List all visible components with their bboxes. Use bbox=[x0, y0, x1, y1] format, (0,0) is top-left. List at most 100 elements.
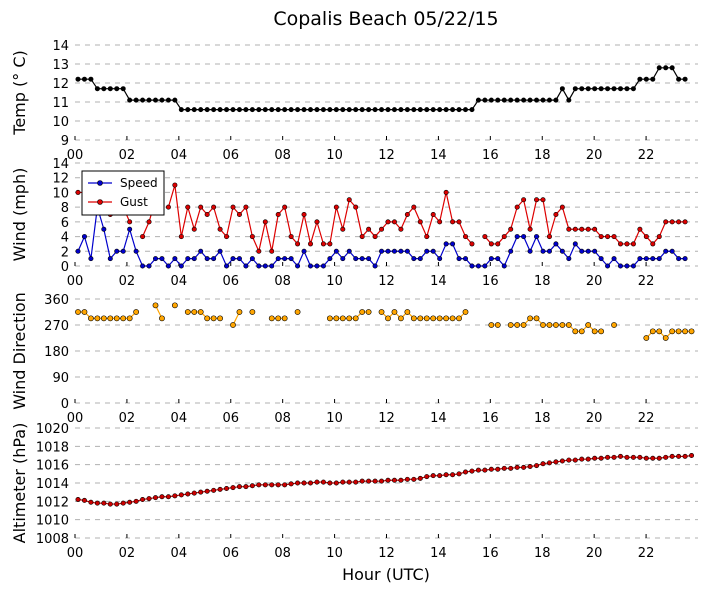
alt-point bbox=[572, 457, 578, 463]
x-tick-label: 22 bbox=[638, 148, 655, 163]
temp-point bbox=[127, 97, 133, 103]
gust-point bbox=[443, 189, 449, 195]
temp-point bbox=[462, 107, 468, 113]
gust-point bbox=[275, 212, 281, 218]
speed-point bbox=[107, 256, 113, 262]
alt-point bbox=[307, 480, 313, 486]
alt-point bbox=[340, 479, 346, 485]
alt-point bbox=[508, 465, 514, 471]
x-tick-label: 10 bbox=[326, 148, 343, 163]
dir-point bbox=[326, 315, 333, 322]
y-tick-label: 360 bbox=[44, 293, 69, 308]
alt-point bbox=[204, 488, 210, 494]
y-tick-label: 0 bbox=[61, 260, 69, 275]
gust-point bbox=[424, 234, 430, 240]
alt-point bbox=[404, 476, 410, 482]
y-axis-label: Wind Direction bbox=[10, 292, 29, 410]
temp-point bbox=[495, 97, 501, 103]
dir-point bbox=[230, 322, 236, 328]
speed-point bbox=[534, 234, 540, 240]
temp-point bbox=[185, 107, 191, 113]
temp-point bbox=[198, 107, 204, 113]
dir-point bbox=[249, 309, 256, 315]
dir-point bbox=[417, 315, 424, 322]
dir-point bbox=[120, 315, 127, 322]
speed-point bbox=[320, 263, 326, 269]
temp-point bbox=[424, 107, 430, 113]
speed-point bbox=[217, 248, 223, 254]
speed-point bbox=[224, 263, 230, 269]
speed-point bbox=[327, 256, 333, 262]
gust-point bbox=[572, 226, 578, 232]
dir-point bbox=[159, 315, 165, 322]
speed-point bbox=[527, 248, 533, 254]
temp-point bbox=[656, 65, 662, 71]
alt-point bbox=[372, 478, 378, 484]
alt-point bbox=[295, 480, 301, 486]
temp-point bbox=[366, 107, 372, 113]
speed-point bbox=[101, 226, 107, 232]
alt-point bbox=[437, 473, 443, 479]
speed-point bbox=[346, 248, 352, 254]
dir-point bbox=[171, 302, 178, 309]
x-tick-label: 12 bbox=[378, 148, 395, 163]
temp-point bbox=[159, 97, 165, 103]
speed-point bbox=[295, 263, 301, 269]
gust-point bbox=[656, 234, 662, 240]
speed-point bbox=[133, 248, 139, 254]
alt-point bbox=[650, 455, 656, 461]
temp-point bbox=[501, 97, 507, 103]
speed-point bbox=[211, 256, 217, 262]
gust-point bbox=[540, 197, 546, 203]
temp-point bbox=[256, 107, 262, 113]
speed-point bbox=[398, 248, 404, 254]
speed-point bbox=[359, 256, 365, 262]
x-tick-label: 08 bbox=[274, 411, 291, 426]
temp-point bbox=[624, 86, 630, 92]
temp-point bbox=[605, 86, 611, 92]
temp-point bbox=[353, 107, 359, 113]
temp-point bbox=[475, 97, 481, 103]
dir-point bbox=[75, 309, 81, 315]
speed-point bbox=[127, 226, 133, 232]
temp-point bbox=[559, 86, 565, 92]
speed-point bbox=[585, 248, 591, 254]
temp-point bbox=[262, 107, 268, 113]
speed-point bbox=[540, 248, 546, 254]
gust-point bbox=[340, 226, 346, 232]
temp-point bbox=[153, 97, 159, 103]
x-tick-label: 02 bbox=[119, 546, 136, 561]
dir-point bbox=[152, 302, 159, 309]
gust-point bbox=[236, 212, 242, 218]
x-tick-label: 02 bbox=[119, 274, 136, 289]
alt-point bbox=[75, 496, 81, 502]
temp-point bbox=[314, 107, 320, 113]
dir-point bbox=[339, 315, 346, 322]
y-tick-label: 270 bbox=[44, 319, 69, 334]
dir-point bbox=[404, 309, 411, 315]
gust-point bbox=[611, 234, 617, 240]
speed-point bbox=[605, 263, 611, 269]
y-tick-label: 13 bbox=[52, 58, 69, 73]
dir-point bbox=[365, 309, 372, 315]
temp-point bbox=[630, 86, 636, 92]
dir-point bbox=[81, 309, 88, 315]
temp-point bbox=[204, 107, 210, 113]
speed-point bbox=[676, 256, 682, 262]
legend: Speed Gust bbox=[81, 170, 165, 216]
y-tick-label: 2 bbox=[61, 245, 69, 260]
alt-point bbox=[236, 484, 242, 490]
speed-point bbox=[198, 248, 204, 254]
speed-point bbox=[598, 256, 604, 262]
dir-point bbox=[553, 322, 559, 328]
temp-point bbox=[404, 107, 410, 113]
gust-point bbox=[165, 204, 171, 210]
temp-point bbox=[75, 76, 81, 82]
temp-point bbox=[566, 97, 572, 103]
speed-point bbox=[230, 256, 236, 262]
dir-point bbox=[675, 328, 682, 335]
y-tick-label: 10 bbox=[52, 186, 69, 201]
temp-point bbox=[514, 97, 520, 103]
legend-box bbox=[81, 170, 165, 216]
